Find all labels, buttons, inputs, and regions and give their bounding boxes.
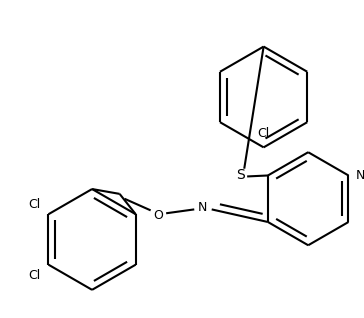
Text: O: O [154, 209, 163, 222]
Text: Cl: Cl [28, 198, 41, 211]
Text: N: N [197, 201, 207, 214]
Text: N: N [356, 169, 364, 182]
Text: Cl: Cl [28, 269, 41, 282]
Text: S: S [236, 168, 245, 182]
Text: Cl: Cl [257, 127, 270, 140]
